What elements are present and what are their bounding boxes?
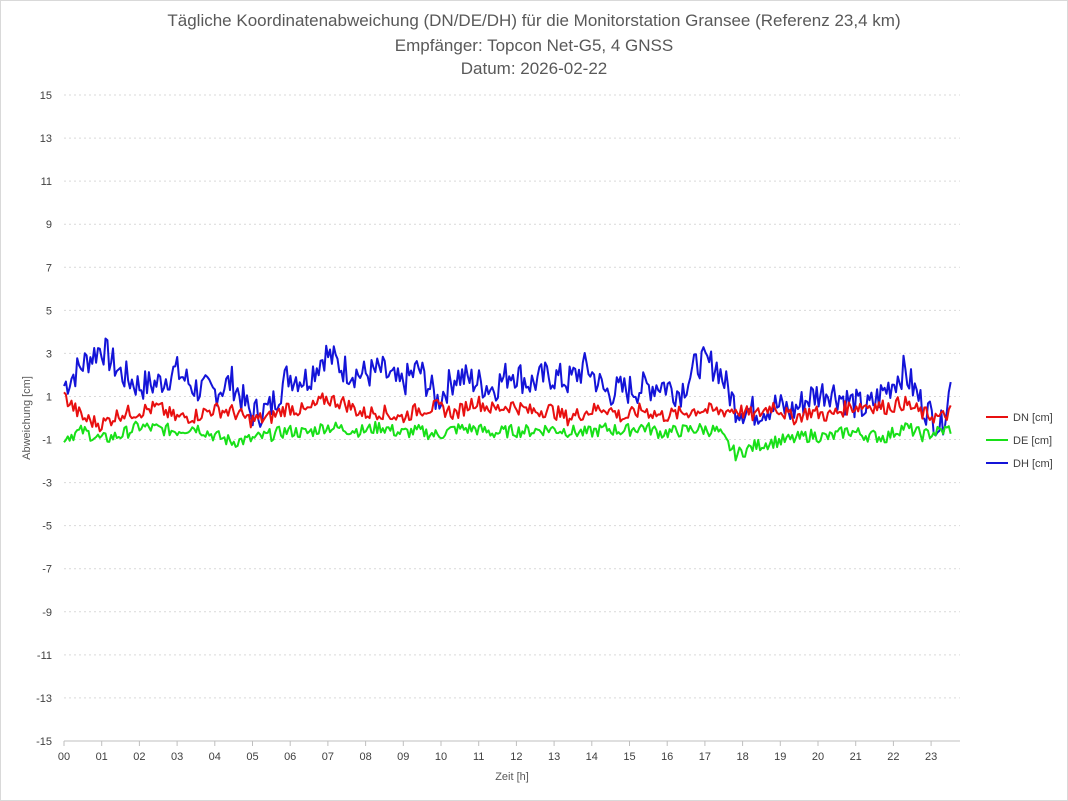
x-tick-label: 10 bbox=[435, 751, 447, 763]
y-tick-label: 9 bbox=[46, 219, 52, 231]
x-tick-label: 02 bbox=[133, 751, 145, 763]
x-tick-label: 07 bbox=[322, 751, 334, 763]
y-axis-label: Abweichung [cm] bbox=[21, 376, 33, 460]
chart-date: Datum: 2026-02-22 bbox=[460, 59, 608, 78]
x-tick-label: 22 bbox=[887, 751, 899, 763]
y-tick-label: -9 bbox=[42, 607, 52, 619]
x-tick-label: 06 bbox=[284, 751, 296, 763]
x-tick-label: 18 bbox=[736, 751, 748, 763]
y-tick-label: 7 bbox=[46, 262, 52, 274]
y-tick-label: -1 bbox=[42, 435, 52, 447]
y-tick-label: -13 bbox=[36, 693, 52, 705]
y-tick-label: -7 bbox=[42, 564, 52, 576]
x-tick-label: 15 bbox=[623, 751, 635, 763]
series-line-de bbox=[63, 420, 952, 462]
chart-title: Tägliche Koordinatenabweichung (DN/DE/DH… bbox=[167, 11, 901, 30]
x-tick-labels: 00 01 02 03 04 05 06 07 08 09 10 11 12 13 14 15 16 17 18 19… bbox=[58, 751, 937, 763]
x-tick-label: 14 bbox=[586, 751, 598, 763]
x-tick-label: 00 bbox=[58, 751, 70, 763]
chart-subtitle: Empfänger: Topcon Net-G5, 4 GNSS bbox=[394, 36, 674, 55]
x-tick-label: 03 bbox=[171, 751, 183, 763]
series-line-dh bbox=[63, 337, 952, 437]
x-tick-label: 09 bbox=[397, 751, 409, 763]
series-line-dn bbox=[63, 391, 952, 433]
y-tick-label: 5 bbox=[46, 305, 52, 317]
x-tick-label: 16 bbox=[661, 751, 673, 763]
x-axis-label: Zeit [h] bbox=[495, 771, 529, 783]
y-tick-label: -11 bbox=[37, 650, 52, 662]
x-tick-label: 17 bbox=[699, 751, 711, 763]
y-tick-label: -5 bbox=[42, 521, 52, 533]
legend-label: DE [cm] bbox=[1013, 435, 1052, 447]
x-tick-label: 11 bbox=[473, 751, 484, 763]
y-tick-label: -15 bbox=[36, 736, 52, 748]
legend: DN [cm] DE [cm] DH [cm] bbox=[986, 412, 1053, 470]
x-tick-label: 13 bbox=[548, 751, 560, 763]
y-tick-label: 1 bbox=[46, 391, 52, 403]
y-tick-label: 11 bbox=[41, 176, 52, 188]
x-tick-label: 23 bbox=[925, 751, 937, 763]
x-tick-label: 21 bbox=[850, 751, 862, 763]
x-tick-label: 20 bbox=[812, 751, 824, 763]
x-tick-label: 19 bbox=[774, 751, 786, 763]
series-lines bbox=[63, 337, 952, 462]
y-tick-label: 3 bbox=[46, 348, 52, 360]
x-tick-label: 04 bbox=[209, 751, 221, 763]
legend-label: DH [cm] bbox=[1013, 458, 1053, 470]
y-tick-label: 15 bbox=[40, 90, 52, 102]
x-tick-label: 12 bbox=[510, 751, 522, 763]
legend-label: DN [cm] bbox=[1013, 412, 1053, 424]
y-tick-label: -3 bbox=[42, 478, 52, 490]
y-tick-labels: 15 13 11 9 7 5 3 1 -1 -3 -5 -7 -9 -11 -13 -15 bbox=[36, 90, 52, 748]
x-tick-label: 01 bbox=[96, 751, 108, 763]
y-tick-label: 13 bbox=[40, 133, 52, 145]
x-tick-label: 05 bbox=[246, 751, 258, 763]
x-tick-label: 08 bbox=[359, 751, 371, 763]
